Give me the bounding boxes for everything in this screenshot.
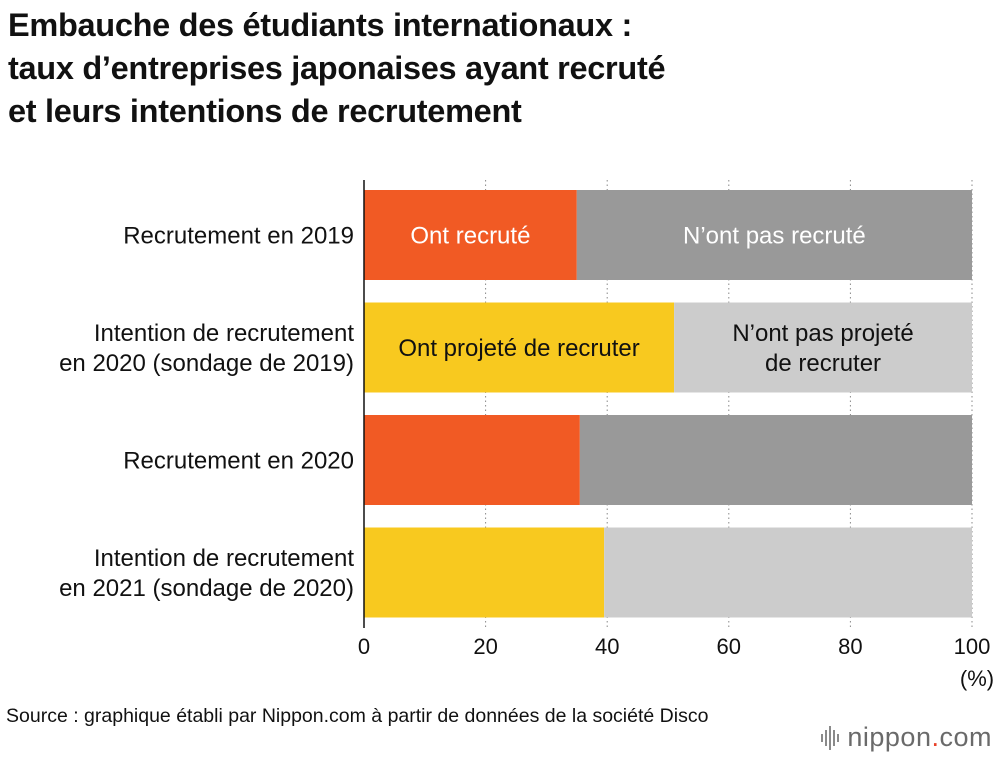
chart-title: Embauche des étudiants internationaux : … [8,4,988,133]
chart-title-line: et leurs intentions de recrutement [8,93,522,129]
source-note: Source : graphique établi par Nippon.com… [6,705,709,727]
bar-segment-negative [579,415,972,505]
category-label: Recrutement en 2020 [123,448,354,475]
x-tick-label: 40 [595,634,619,659]
category-label: Intention de recrutement en 2020 (sondage… [59,320,354,377]
bar-segment-positive [364,302,675,393]
segment-label: N’ont pas projeté de recruter [732,320,913,377]
chart-title-line: Embauche des étudiants internationaux : [8,7,632,43]
logo-dot: . [931,722,940,752]
segment-label: N’ont pas recruté [683,223,866,250]
nippon-logo: nippon. com [821,722,992,753]
stacked-bar-chart: Ont recruté N’ont pas recruté Recrutement … [59,180,994,691]
x-tick-label: 0 [358,634,370,659]
segment-label: Ont recruté [410,223,530,250]
bar-segment-positive [364,415,580,505]
x-tick-label: 60 [717,634,741,659]
logo-text: nippon [847,722,932,752]
bar-segment-negative [674,302,972,393]
bar-segment-positive [364,190,577,280]
bar-segment-negative [604,527,972,618]
x-tick-label: 80 [838,634,862,659]
chart-title-line: taux d’entreprises japonaises ayant recr… [8,50,666,86]
bar-segment-negative [576,190,972,280]
x-axis-unit: (%) [960,666,994,691]
category-label: Intention de recrutement en 2021 (sondage… [59,545,354,602]
x-tick-label: 20 [473,634,497,659]
sound-wave-icon [821,725,840,750]
bar-segment-positive [364,527,605,618]
category-label: Recrutement en 2019 [123,223,354,250]
logo-text-suffix: com [939,722,992,752]
x-tick-label: 100 [954,634,991,659]
segment-label: Ont projeté de recruter [398,335,639,362]
